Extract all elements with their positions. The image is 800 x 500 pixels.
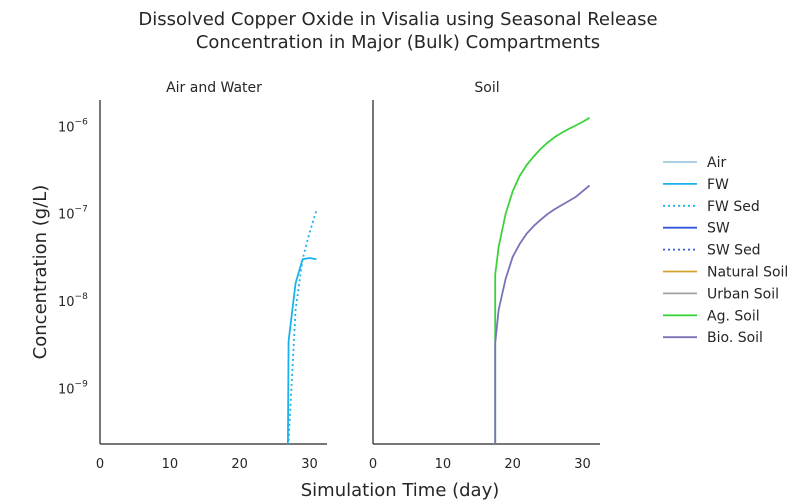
x-tick-label: 0 bbox=[96, 457, 104, 472]
x-tick-label: 0 bbox=[369, 457, 377, 472]
series-line-fw-sed bbox=[287, 209, 318, 441]
series-line-ag-soil bbox=[494, 117, 590, 444]
legend-label: Bio. Soil bbox=[707, 330, 763, 346]
x-tick-label: 30 bbox=[574, 457, 591, 472]
x-tick-label: 10 bbox=[435, 457, 452, 472]
panel-air-water: 0 10 20 30 10−6 10−7 10−8 10−9 bbox=[58, 100, 327, 472]
legend-label: Natural Soil bbox=[707, 265, 788, 281]
y-tick-label: 10−8 bbox=[58, 292, 88, 310]
legend-label: FW Sed bbox=[707, 199, 760, 215]
chart-title-line-1: Dissolved Copper Oxide in Visalia using … bbox=[138, 9, 657, 30]
panel-title-soil: Soil bbox=[474, 80, 499, 96]
legend-label: Ag. Soil bbox=[707, 308, 760, 324]
y-axis-title: Concentration (g/L) bbox=[30, 185, 51, 360]
panel-soil: 0 10 20 30 bbox=[369, 100, 600, 472]
chart-title-line-2: Concentration in Major (Bulk) Compartmen… bbox=[196, 32, 600, 53]
x-axis-title: Simulation Time (day) bbox=[301, 480, 500, 500]
y-tick-label: 10−7 bbox=[58, 205, 88, 223]
series-line-bio-soil bbox=[494, 184, 591, 444]
y-tick-label: 10−9 bbox=[58, 379, 88, 397]
y-tick-label: 10−6 bbox=[58, 117, 88, 135]
x-tick-label: 20 bbox=[231, 457, 248, 472]
legend-label: FW bbox=[707, 177, 729, 193]
panel-title-air-water: Air and Water bbox=[166, 80, 262, 96]
legend-label: Urban Soil bbox=[707, 286, 779, 302]
legend-label: Air bbox=[707, 155, 726, 171]
legend-label: SW Sed bbox=[707, 243, 761, 259]
series-line-fw bbox=[287, 257, 317, 445]
legend: Air FW FW Sed SW SW Sed Natural Soil Urban Soi… bbox=[663, 155, 788, 346]
legend-label: SW bbox=[707, 221, 730, 237]
x-tick-label: 10 bbox=[162, 457, 179, 472]
x-tick-label: 30 bbox=[301, 457, 318, 472]
x-tick-label: 20 bbox=[504, 457, 521, 472]
